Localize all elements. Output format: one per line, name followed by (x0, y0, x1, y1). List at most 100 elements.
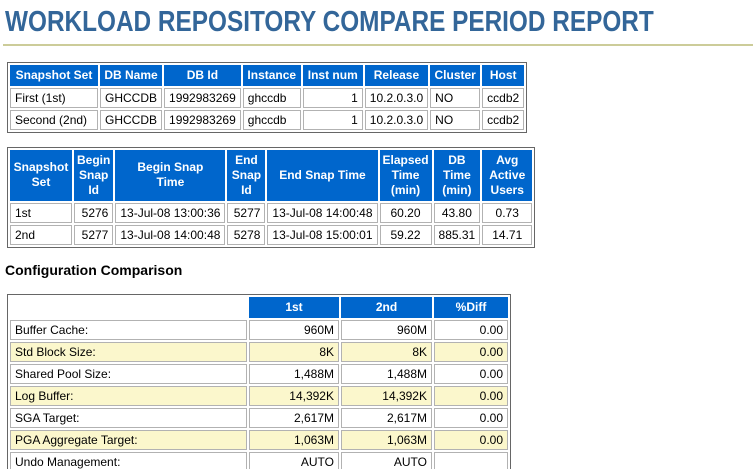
cell-cluster: NO (430, 109, 481, 130)
cell-db-name: GHCCDB (100, 109, 163, 130)
column-header-db-time: DB Time (min) (433, 149, 481, 201)
cell-2nd-value: 2,617M (341, 407, 432, 428)
cell-snapshot-set: First (1st) (10, 87, 98, 108)
cell-db-id: 1992983269 (164, 109, 241, 130)
cell-db-time: 885.31 (433, 224, 481, 245)
cell-db-id: 1992983269 (164, 87, 241, 108)
cell-parameter-label: SGA Target: (10, 407, 247, 428)
cell-release: 10.2.0.3.0 (364, 109, 429, 130)
cell-2nd-value: AUTO (341, 451, 432, 469)
table-row-2nd: 2nd 5277 13-Jul-08 14:00:48 5278 13-Jul-… (10, 224, 533, 245)
column-header-release: Release (364, 64, 429, 86)
cell-2nd-value: 1,488M (341, 363, 432, 384)
cell-snapshot-set: Second (2nd) (10, 109, 98, 130)
cell-pct-diff: 0.00 (434, 429, 508, 450)
cell-pct-diff: 0.00 (434, 407, 508, 428)
cell-begin-snap-id: 5277 (74, 224, 114, 245)
cell-1st-value: 2,617M (249, 407, 339, 428)
cell-pct-diff: 0.00 (434, 385, 508, 406)
cell-parameter-label: Log Buffer: (10, 385, 247, 406)
column-header-elapsed-time: Elapsed Time (min) (379, 149, 432, 201)
table-row-std-block-size: Std Block Size: 8K 8K 0.00 (10, 341, 508, 362)
column-header-1st: 1st (249, 296, 339, 318)
column-header-pct-diff: %Diff (434, 296, 508, 318)
snapshot-set-table: Snapshot Set DB Name DB Id Instance Inst… (7, 61, 528, 133)
cell-end-snap-time: 13-Jul-08 14:00:48 (267, 202, 378, 223)
cell-end-snap-id: 5277 (227, 202, 266, 223)
cell-snapshot-set: 1st (10, 202, 72, 223)
cell-inst-num: 1 (302, 87, 363, 108)
cell-host: ccdb2 (482, 87, 525, 108)
cell-parameter-label: Undo Management: (10, 451, 247, 469)
cell-end-snap-time: 13-Jul-08 15:00:01 (267, 224, 378, 245)
cell-2nd-value: 8K (341, 341, 432, 362)
column-header-snapshot-set: Snapshot Set (10, 149, 72, 201)
cell-1st-value: 1,063M (249, 429, 339, 450)
cell-snapshot-set: 2nd (10, 224, 72, 245)
cell-instance: ghccdb (242, 109, 301, 130)
cell-release: 10.2.0.3.0 (364, 87, 429, 108)
title-divider (3, 43, 753, 46)
cell-pct-diff (434, 451, 508, 469)
column-header-begin-snap-time: Begin Snap Time (115, 149, 226, 201)
snapshot-timing-table: Snapshot Set Begin Snap Id Begin Snap Ti… (7, 146, 536, 248)
column-header-inst-num: Inst num (302, 64, 363, 86)
table-row-sga-target: SGA Target: 2,617M 2,617M 0.00 (10, 407, 508, 428)
cell-parameter-label: Std Block Size: (10, 341, 247, 362)
cell-parameter-label: Shared Pool Size: (10, 363, 247, 384)
cell-1st-value: 8K (249, 341, 339, 362)
cell-begin-snap-id: 5276 (74, 202, 114, 223)
configuration-comparison-table: 1st 2nd %Diff Buffer Cache: 960M 960M 0.… (7, 293, 511, 469)
column-header-begin-snap-id: Begin Snap Id (74, 149, 114, 201)
cell-avg-active-users: 0.73 (482, 202, 533, 223)
table-row-second: Second (2nd) GHCCDB 1992983269 ghccdb 1 … (10, 109, 525, 130)
header-spacer-cell (10, 297, 247, 318)
cell-end-snap-id: 5278 (227, 224, 266, 245)
header-row: Snapshot Set Begin Snap Id Begin Snap Ti… (10, 149, 533, 201)
cell-begin-snap-time: 13-Jul-08 14:00:48 (115, 224, 226, 245)
cell-pct-diff: 0.00 (434, 341, 508, 362)
table-row-buffer-cache: Buffer Cache: 960M 960M 0.00 (10, 319, 508, 340)
cell-db-name: GHCCDB (100, 87, 163, 108)
cell-1st-value: 1,488M (249, 363, 339, 384)
cell-1st-value: 960M (249, 319, 339, 340)
page-title: WORKLOAD REPOSITORY COMPARE PERIOD REPOR… (5, 6, 654, 38)
cell-parameter-label: PGA Aggregate Target: (10, 429, 247, 450)
cell-pct-diff: 0.00 (434, 319, 508, 340)
cell-2nd-value: 14,392K (341, 385, 432, 406)
cell-inst-num: 1 (302, 109, 363, 130)
cell-elapsed-time: 60.20 (379, 202, 432, 223)
column-header-end-snap-time: End Snap Time (267, 149, 378, 201)
table-row-log-buffer: Log Buffer: 14,392K 14,392K 0.00 (10, 385, 508, 406)
cell-host: ccdb2 (482, 109, 525, 130)
table-row-pga-aggregate-target: PGA Aggregate Target: 1,063M 1,063M 0.00 (10, 429, 508, 450)
cell-avg-active-users: 14.71 (482, 224, 533, 245)
cell-db-time: 43.80 (433, 202, 481, 223)
cell-pct-diff: 0.00 (434, 363, 508, 384)
header-row: Snapshot Set DB Name DB Id Instance Inst… (10, 64, 525, 86)
cell-2nd-value: 960M (341, 319, 432, 340)
column-header-host: Host (482, 64, 525, 86)
cell-2nd-value: 1,063M (341, 429, 432, 450)
section-heading-configuration-comparison: Configuration Comparison (5, 261, 183, 278)
column-header-cluster: Cluster (430, 64, 481, 86)
column-header-avg-active-users: Avg Active Users (482, 149, 533, 201)
table-row-first: First (1st) GHCCDB 1992983269 ghccdb 1 1… (10, 87, 525, 108)
column-header-db-id: DB Id (164, 64, 241, 86)
cell-cluster: NO (430, 87, 481, 108)
cell-parameter-label: Buffer Cache: (10, 319, 247, 340)
column-header-db-name: DB Name (100, 64, 163, 86)
column-header-instance: Instance (242, 64, 301, 86)
table-row-shared-pool-size: Shared Pool Size: 1,488M 1,488M 0.00 (10, 363, 508, 384)
table-row-undo-management: Undo Management: AUTO AUTO (10, 451, 508, 469)
column-header-2nd: 2nd (341, 296, 432, 318)
cell-begin-snap-time: 13-Jul-08 13:00:36 (115, 202, 226, 223)
cell-instance: ghccdb (242, 87, 301, 108)
header-row: 1st 2nd %Diff (10, 296, 508, 318)
table-row-1st: 1st 5276 13-Jul-08 13:00:36 5277 13-Jul-… (10, 202, 533, 223)
cell-1st-value: 14,392K (249, 385, 339, 406)
column-header-snapshot-set: Snapshot Set (10, 64, 98, 86)
cell-1st-value: AUTO (249, 451, 339, 469)
cell-elapsed-time: 59.22 (379, 224, 432, 245)
